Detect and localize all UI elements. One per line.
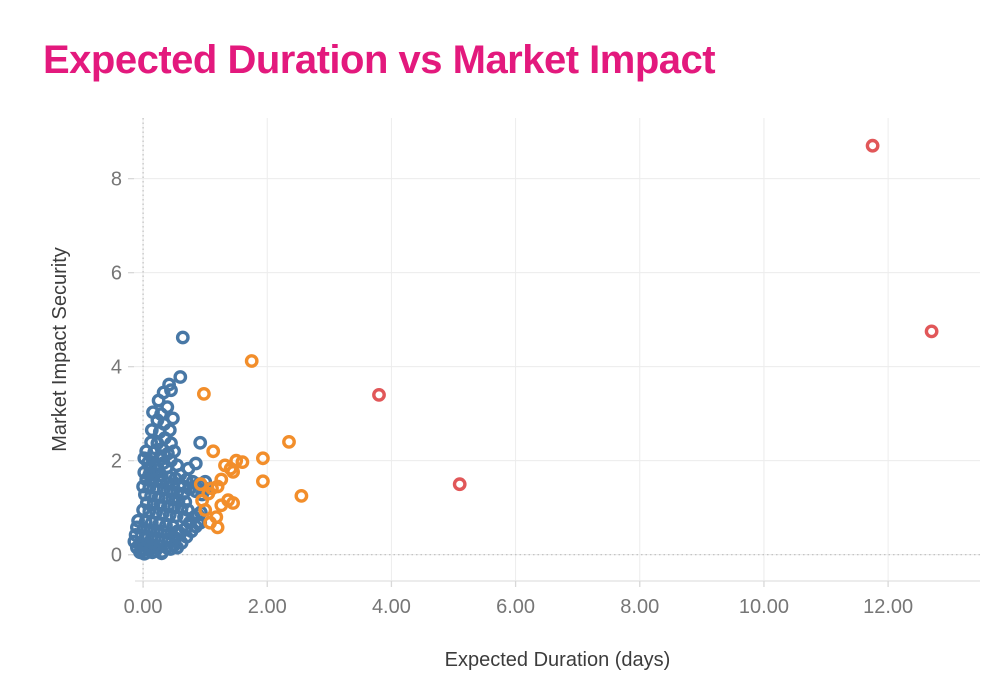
data-point[interactable] [203,515,218,530]
data-point[interactable] [136,503,151,517]
data-point[interactable] [210,479,225,494]
data-point[interactable] [214,498,229,513]
data-point[interactable] [164,383,178,398]
series-cluster-orange [193,354,309,535]
data-point[interactable] [137,546,152,561]
data-point[interactable] [226,496,241,510]
x-tick-label: 8.00 [620,596,659,618]
data-point[interactable] [206,444,221,459]
x-tick-label: 12.00 [863,596,913,618]
series-cluster-blue [127,330,214,561]
series-outliers-red [372,138,939,492]
data-point[interactable] [195,493,210,508]
data-point[interactable] [244,354,259,368]
y-tick-label: 4 [111,357,122,379]
data-point[interactable] [282,434,296,449]
data-point[interactable] [151,393,166,408]
x-tick-label: 6.00 [496,596,535,618]
data-point[interactable] [372,387,386,402]
data-point[interactable] [226,464,241,479]
y-tick-label: 0 [111,545,122,567]
x-tick-label: 0.00 [124,596,163,618]
data-point[interactable] [294,488,309,503]
data-point[interactable] [136,479,151,494]
x-tick-label: 2.00 [248,596,287,618]
x-axis-title: Expected Duration (days) [445,649,671,671]
data-point[interactable] [137,451,152,466]
data-point[interactable] [173,370,188,384]
data-points [127,138,939,561]
axis-ticks [128,177,889,587]
data-point[interactable] [865,138,880,153]
zero-lines [128,118,980,589]
chart-title: Expected Duration vs Market Impact [43,38,716,82]
data-point[interactable] [175,330,190,345]
tick-labels: 0.00 2.00 4.00 6.00 8.00 10.00 12.00 0 2 4 6 8 [111,169,913,618]
data-point[interactable] [255,451,270,466]
data-point[interactable] [218,458,232,473]
data-point[interactable] [144,423,159,437]
y-tick-label: 2 [111,451,122,473]
data-point[interactable] [145,451,160,466]
data-point[interactable] [154,546,169,561]
data-point[interactable] [255,474,270,489]
data-point[interactable] [193,435,208,450]
gridlines [128,118,980,581]
x-tick-label: 4.00 [372,596,411,618]
y-axis-title: Market Impact Security [49,247,71,452]
data-point[interactable] [196,386,211,401]
data-point[interactable] [924,324,939,339]
y-tick-label: 6 [111,263,122,285]
x-tick-label: 10.00 [739,596,789,618]
y-tick-label: 8 [111,169,122,191]
data-point[interactable] [235,455,250,469]
data-point[interactable] [452,477,467,492]
data-point[interactable] [193,477,208,492]
